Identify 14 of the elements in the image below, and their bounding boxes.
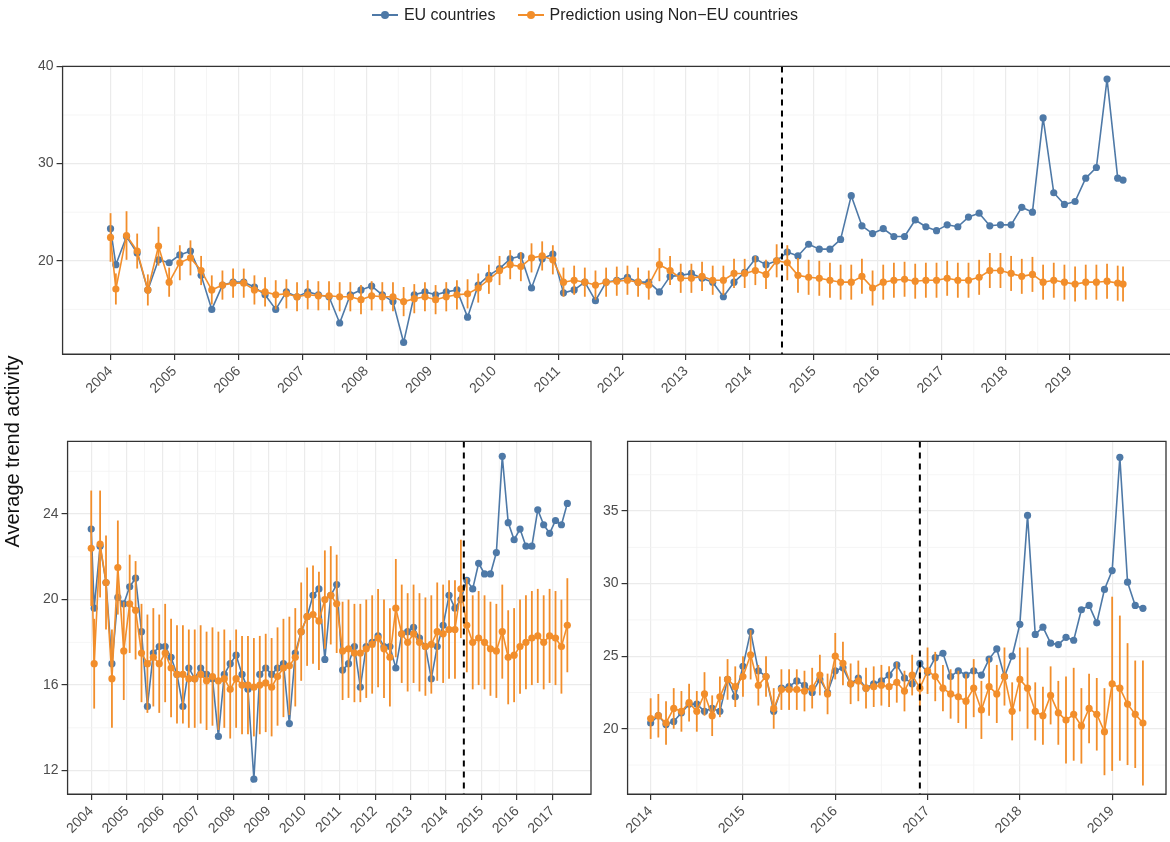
y-tick-label: 30 — [602, 574, 619, 591]
y-tick-label: 20 — [42, 590, 59, 607]
y-tick-label: 30 — [37, 154, 54, 171]
y-tick-label: 12 — [42, 761, 59, 778]
legend-label: Prediction using Non−EU countries — [549, 6, 799, 24]
y-tick-label: 16 — [42, 675, 59, 692]
y-tick-label: 24 — [42, 504, 59, 521]
y-axis-title: Average trend activity — [0, 354, 24, 550]
y-tick-label: 20 — [37, 251, 54, 268]
y-tick-label: 35 — [602, 501, 619, 518]
legend-label: EU countries — [403, 6, 496, 24]
y-tick-label: 20 — [602, 719, 619, 736]
y-tick-label: 25 — [602, 647, 619, 664]
y-tick-label: 40 — [37, 57, 54, 74]
